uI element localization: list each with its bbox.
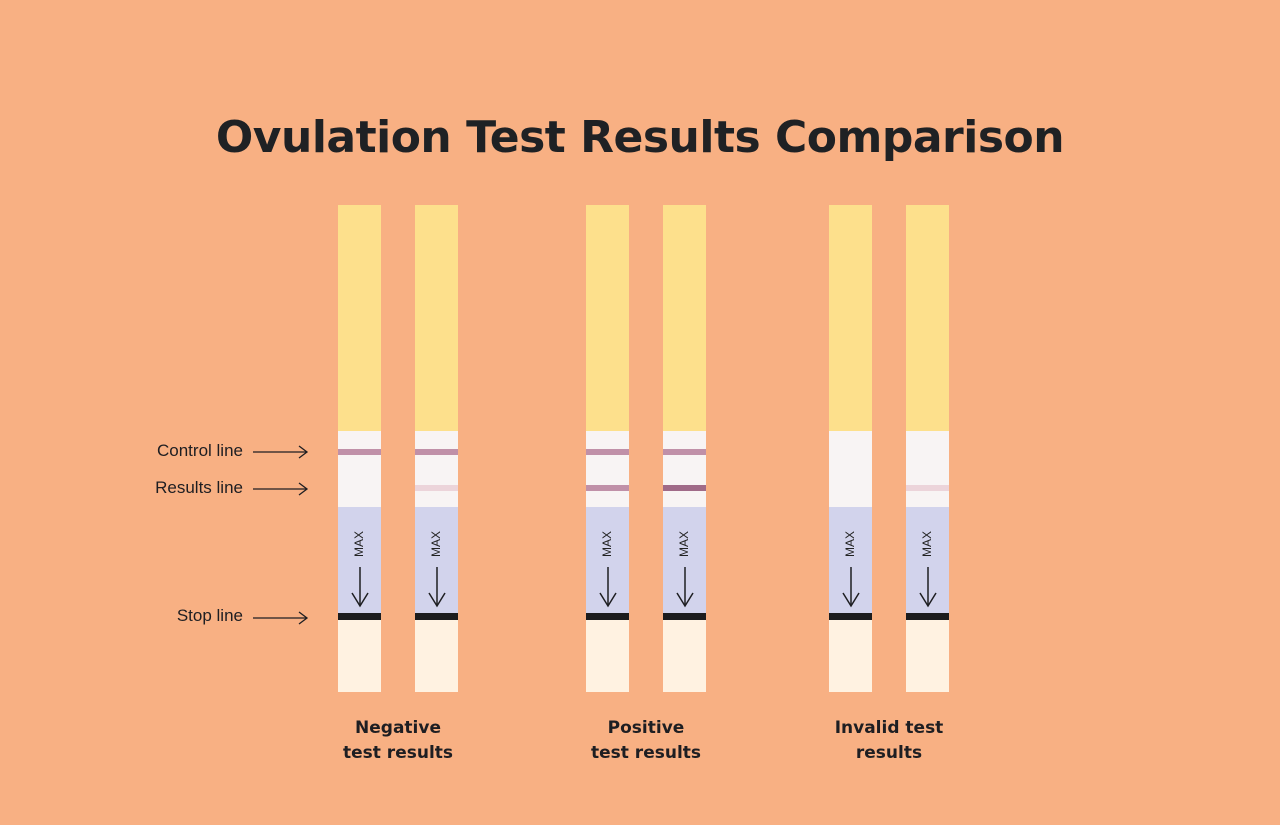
group-label-line2: test results [342, 743, 454, 763]
group-label-line1: Positive [607, 718, 685, 738]
arrow-right-icon [253, 611, 309, 625]
max-label: MAX [677, 531, 691, 558]
control-band [338, 449, 381, 455]
arrow-right-icon [253, 482, 309, 496]
strip-tip [415, 620, 458, 692]
result-band-darker [663, 485, 706, 491]
arrow-down-icon [599, 567, 617, 608]
results-line-label: Results line [155, 478, 243, 497]
test-strip-positive-1: MAX [586, 205, 629, 692]
group-label-negative: Negative test results [298, 716, 498, 766]
test-strip-negative-2: MAX [415, 205, 458, 692]
max-label: MAX [920, 531, 934, 558]
strip-handle [906, 205, 949, 431]
group-label-line1: Negative [355, 718, 441, 738]
result-band-faint [906, 485, 949, 491]
stop-line [586, 613, 629, 620]
strip-tip [829, 620, 872, 692]
max-label: MAX [843, 531, 857, 558]
stop-line [663, 613, 706, 620]
strip-handle [338, 205, 381, 431]
arrow-down-icon [919, 567, 937, 608]
strip-result-window [338, 431, 381, 507]
arrow-down-icon [428, 567, 446, 608]
strip-handle [415, 205, 458, 431]
test-strip-invalid-1: MAX [829, 205, 872, 692]
arrow-down-icon [676, 567, 694, 608]
arrow-down-icon [351, 567, 369, 608]
control-line-label: Control line [157, 441, 243, 460]
max-label: MAX [429, 531, 443, 558]
group-label-invalid: Invalid test results [789, 716, 989, 766]
group-label-line2: test results [590, 743, 702, 763]
strip-result-window [829, 431, 872, 507]
stop-line [829, 613, 872, 620]
test-strip-invalid-2: MAX [906, 205, 949, 692]
test-strip-negative-1: MAX [338, 205, 381, 692]
strip-result-window [906, 431, 949, 507]
group-label-line1: Invalid test [834, 718, 944, 738]
strip-handle [829, 205, 872, 431]
max-label: MAX [600, 531, 614, 558]
result-band-faint [415, 485, 458, 491]
control-band [586, 449, 629, 455]
strip-result-window [586, 431, 629, 507]
control-band [415, 449, 458, 455]
arrow-right-icon [253, 445, 309, 459]
max-label: MAX [352, 531, 366, 558]
stop-line [338, 613, 381, 620]
result-band-equal [586, 485, 629, 491]
page-title: Ovulation Test Results Comparison [215, 112, 1065, 163]
strip-handle [586, 205, 629, 431]
control-band [663, 449, 706, 455]
strip-result-window [415, 431, 458, 507]
test-strip-positive-2: MAX [663, 205, 706, 692]
strip-tip [338, 620, 381, 692]
arrow-down-icon [842, 567, 860, 608]
strip-tip [663, 620, 706, 692]
stop-line [415, 613, 458, 620]
strip-handle [663, 205, 706, 431]
group-label-positive: Positive test results [546, 716, 746, 766]
stop-line-label: Stop line [176, 606, 243, 625]
group-label-line2: results [855, 743, 923, 763]
strip-tip [586, 620, 629, 692]
stop-line [906, 613, 949, 620]
strip-tip [906, 620, 949, 692]
strip-result-window [663, 431, 706, 507]
